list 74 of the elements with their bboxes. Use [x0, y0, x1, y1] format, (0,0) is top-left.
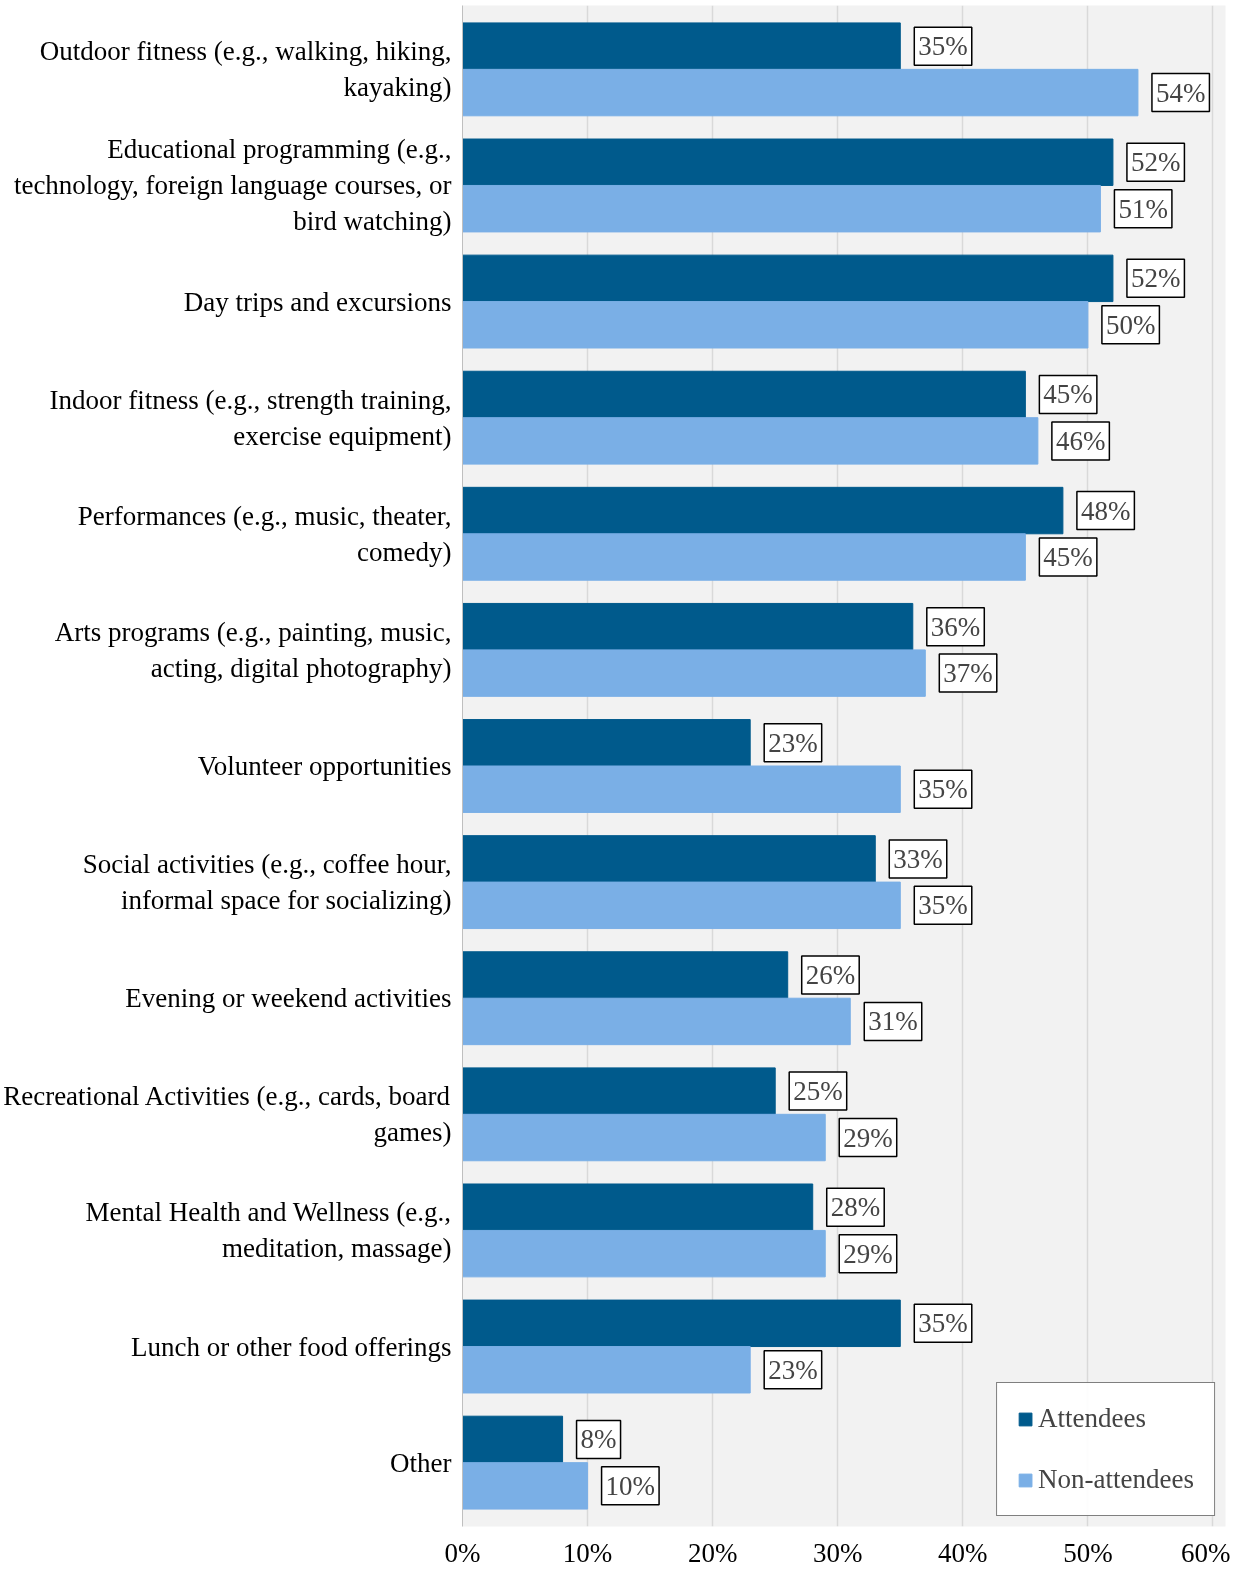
- y-tick-label: Mental Health and Wellness (e.g., meditation, massage): [85, 1197, 452, 1264]
- y-tick-label: Indoor fitness (e.g., strength training, exercise equipment): [49, 384, 452, 451]
- bar: [462, 1113, 826, 1162]
- data-label: 46%: [1055, 425, 1106, 456]
- x-tick-label: 0%: [444, 1537, 481, 1568]
- data-label: 35%: [918, 890, 968, 921]
- bar: [462, 184, 1101, 233]
- bar: [462, 68, 1139, 117]
- data-label: 54%: [1155, 77, 1206, 108]
- data-label: 50%: [1105, 309, 1156, 340]
- data-label: 23%: [768, 727, 818, 758]
- data-label: 37%: [943, 658, 993, 689]
- y-tick-label: Volunteer opportunities: [197, 751, 452, 781]
- x-tick-label: 10%: [562, 1537, 613, 1568]
- bar: [462, 881, 901, 930]
- data-label: 23%: [768, 1354, 818, 1385]
- data-label: 35%: [918, 1308, 968, 1339]
- bar: [462, 486, 1064, 535]
- y-tick-label: Lunch or other food offerings: [131, 1331, 452, 1362]
- bar: [462, 1067, 776, 1115]
- y-tick-label: Performances (e.g., music, theater, comedy): [77, 500, 452, 567]
- bar: [462, 765, 901, 813]
- y-tick-label: Arts programs (e.g., painting, music, acting, digital photography): [54, 616, 452, 683]
- y-tick-label: Other: [390, 1447, 452, 1478]
- data-label: 52%: [1130, 147, 1181, 178]
- x-tick-label: 30%: [813, 1537, 863, 1568]
- legend-label: Non-attendees: [1038, 1464, 1194, 1495]
- data-label: 29%: [843, 1122, 893, 1153]
- bar: [462, 602, 914, 651]
- bar: [462, 22, 901, 70]
- data-label: 33%: [893, 843, 943, 874]
- data-label: 48%: [1080, 495, 1131, 526]
- y-tick-label: Outdoor fitness (e.g., walking, hiking, kayaking): [39, 36, 452, 103]
- data-label: 8%: [580, 1424, 617, 1455]
- bar: [462, 1299, 901, 1348]
- data-label: 52%: [1130, 263, 1181, 294]
- data-label: 45%: [1043, 379, 1093, 410]
- bar: [462, 1183, 814, 1231]
- bar: [462, 417, 1039, 465]
- y-tick-label: Educational programming (e.g., technology, foreign language courses, or bird watching): [13, 134, 452, 237]
- data-label: 35%: [918, 31, 968, 62]
- x-tick-label: 40%: [938, 1537, 988, 1568]
- data-label: 45%: [1043, 542, 1093, 573]
- bar: [462, 835, 876, 883]
- y-tick-label: Social activities (e.g., coffee hour, informal space for socializing): [82, 849, 452, 916]
- bar: [462, 370, 1026, 419]
- legend-label: Attendees: [1038, 1403, 1147, 1434]
- y-tick-label: Day trips and excursions: [183, 286, 452, 317]
- bar: [462, 1415, 564, 1464]
- bar: [462, 951, 789, 999]
- bar: [462, 138, 1114, 186]
- data-label: 26%: [805, 959, 856, 990]
- data-label: 36%: [930, 611, 981, 642]
- bar: [462, 997, 851, 1046]
- bar: [462, 649, 926, 697]
- data-label: 51%: [1118, 193, 1168, 224]
- bar: [462, 1346, 751, 1394]
- data-label: 31%: [868, 1006, 918, 1037]
- y-tick-label: Evening or weekend activities: [125, 983, 452, 1014]
- data-label: 29%: [843, 1238, 893, 1269]
- y-tick-label: Recreational Activities (e.g., cards, board games): [3, 1081, 452, 1148]
- data-label: 28%: [830, 1192, 881, 1223]
- bar: [462, 1229, 826, 1278]
- data-label: 25%: [793, 1076, 843, 1107]
- bar: [462, 719, 751, 767]
- bar: [462, 254, 1114, 303]
- x-tick-label: 20%: [687, 1537, 738, 1568]
- x-tick-label: 60%: [1181, 1537, 1231, 1568]
- data-label: 35%: [918, 774, 968, 805]
- bar: [462, 1462, 589, 1510]
- x-tick-label: 50%: [1063, 1537, 1113, 1568]
- bar: [462, 301, 1089, 349]
- bar: [462, 533, 1026, 581]
- data-label: 10%: [605, 1470, 656, 1501]
